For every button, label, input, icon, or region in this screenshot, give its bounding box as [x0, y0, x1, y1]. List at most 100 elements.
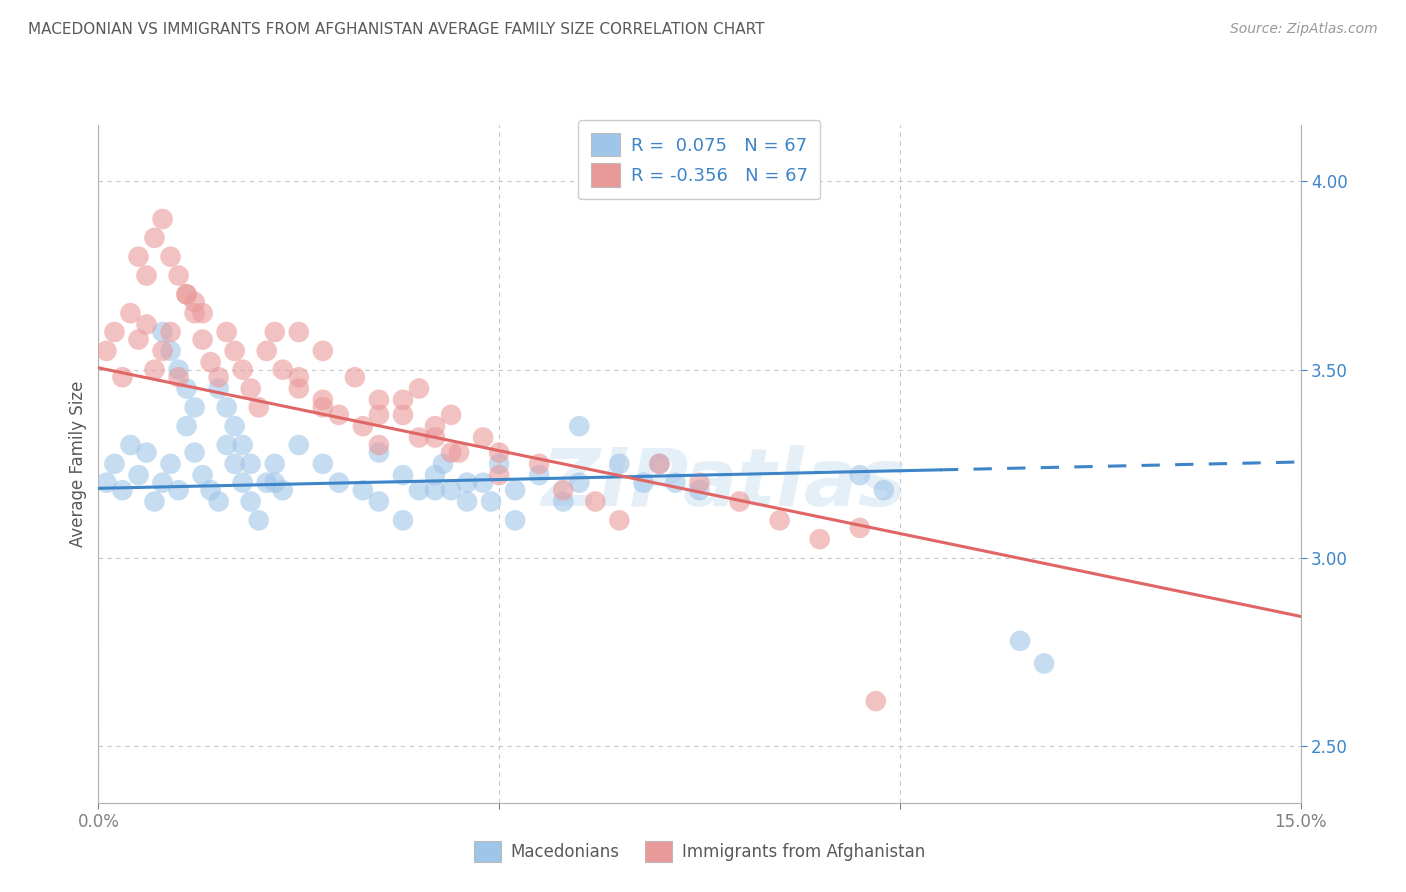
Point	[312, 401, 335, 415]
Point	[183, 401, 205, 415]
Point	[392, 513, 415, 527]
Point	[167, 268, 190, 283]
Point	[368, 392, 391, 407]
Point	[176, 419, 198, 434]
Point	[135, 318, 157, 332]
Point	[849, 468, 872, 483]
Point	[392, 408, 415, 422]
Point	[503, 483, 526, 498]
Point	[568, 475, 591, 490]
Point	[152, 475, 174, 490]
Point	[191, 468, 214, 483]
Point	[96, 343, 118, 358]
Point	[352, 483, 374, 498]
Point	[183, 306, 205, 320]
Point	[648, 457, 671, 471]
Point	[143, 362, 166, 376]
Point	[529, 457, 551, 471]
Text: MACEDONIAN VS IMMIGRANTS FROM AFGHANISTAN AVERAGE FAMILY SIZE CORRELATION CHART: MACEDONIAN VS IMMIGRANTS FROM AFGHANISTA…	[28, 22, 765, 37]
Point	[568, 419, 591, 434]
Point	[664, 475, 686, 490]
Point	[271, 483, 294, 498]
Point	[120, 438, 142, 452]
Point	[128, 468, 150, 483]
Point	[488, 457, 510, 471]
Point	[440, 408, 463, 422]
Point	[215, 401, 238, 415]
Point	[288, 325, 311, 339]
Point	[208, 494, 231, 508]
Point	[135, 268, 157, 283]
Point	[256, 475, 278, 490]
Text: ZIPatlas: ZIPatlas	[541, 445, 905, 524]
Point	[239, 457, 262, 471]
Point	[239, 494, 262, 508]
Point	[176, 287, 198, 301]
Point	[167, 483, 190, 498]
Point	[392, 468, 415, 483]
Point	[143, 494, 166, 508]
Point	[368, 438, 391, 452]
Text: Source: ZipAtlas.com: Source: ZipAtlas.com	[1230, 22, 1378, 37]
Point	[456, 494, 478, 508]
Point	[288, 438, 311, 452]
Point	[288, 370, 311, 384]
Point	[215, 438, 238, 452]
Point	[200, 483, 222, 498]
Point	[176, 287, 198, 301]
Point	[408, 382, 430, 396]
Point	[247, 513, 270, 527]
Point	[103, 325, 125, 339]
Point	[553, 494, 575, 508]
Point	[191, 333, 214, 347]
Point	[1033, 657, 1056, 671]
Point	[111, 370, 134, 384]
Point	[239, 382, 262, 396]
Point	[263, 325, 285, 339]
Point	[159, 343, 181, 358]
Point	[479, 494, 502, 508]
Point	[408, 430, 430, 444]
Point	[183, 294, 205, 309]
Point	[769, 513, 792, 527]
Point	[208, 382, 231, 396]
Y-axis label: Average Family Size: Average Family Size	[69, 381, 87, 547]
Point	[128, 333, 150, 347]
Point	[159, 250, 181, 264]
Point	[689, 475, 711, 490]
Point	[263, 475, 285, 490]
Point	[849, 521, 872, 535]
Point	[208, 370, 231, 384]
Point	[328, 408, 350, 422]
Point	[488, 445, 510, 459]
Point	[167, 370, 190, 384]
Point	[224, 457, 246, 471]
Legend: Macedonians, Immigrants from Afghanistan: Macedonians, Immigrants from Afghanistan	[464, 831, 935, 872]
Point	[609, 513, 631, 527]
Point	[423, 430, 446, 444]
Point	[423, 419, 446, 434]
Point	[96, 475, 118, 490]
Point	[143, 231, 166, 245]
Point	[728, 494, 751, 508]
Point	[808, 532, 831, 546]
Point	[583, 494, 606, 508]
Point	[200, 355, 222, 369]
Point	[447, 445, 470, 459]
Point	[368, 408, 391, 422]
Point	[328, 475, 350, 490]
Point	[456, 475, 478, 490]
Point	[232, 438, 254, 452]
Point	[440, 445, 463, 459]
Point	[167, 362, 190, 376]
Point	[368, 494, 391, 508]
Point	[1010, 633, 1032, 648]
Point	[633, 475, 655, 490]
Point	[176, 382, 198, 396]
Point	[352, 419, 374, 434]
Point	[553, 483, 575, 498]
Point	[472, 475, 495, 490]
Point	[103, 457, 125, 471]
Point	[529, 468, 551, 483]
Point	[159, 457, 181, 471]
